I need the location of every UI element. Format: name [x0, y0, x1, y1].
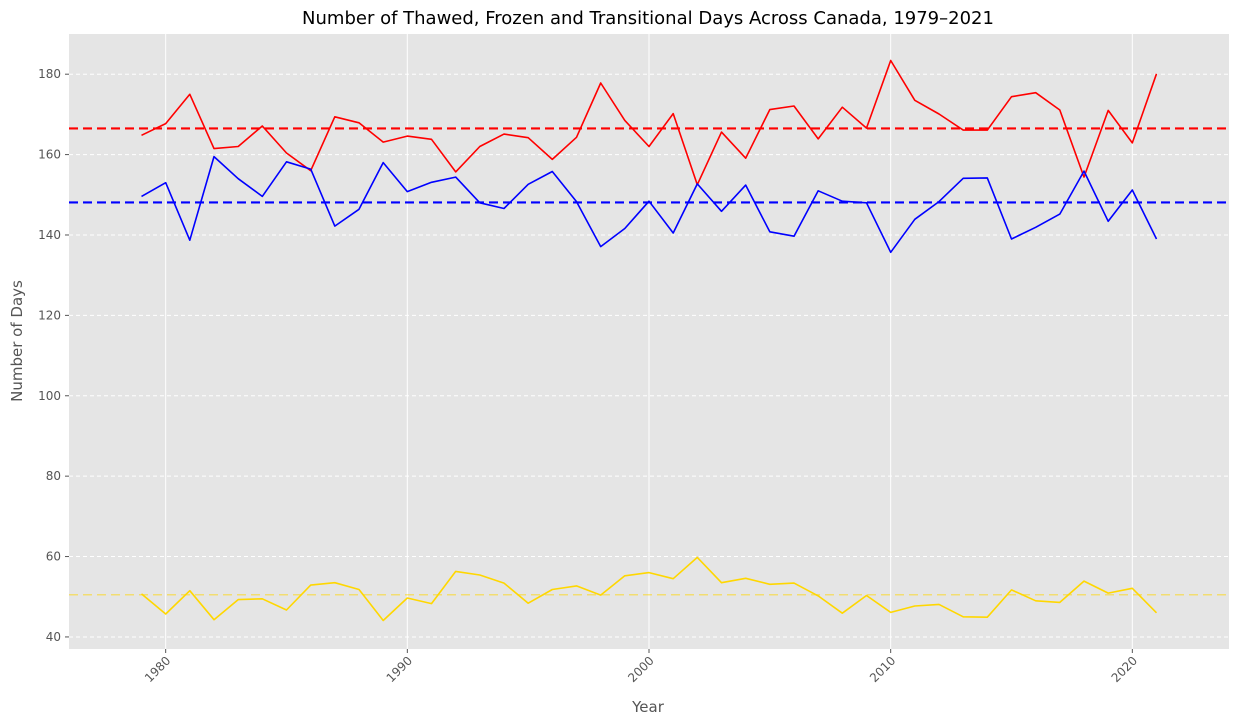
- x-ticks: 1980 1990 2000 2010 2020: [142, 649, 1140, 685]
- y-tick-label: 80: [46, 469, 61, 483]
- x-tick-label: 1980: [142, 654, 173, 685]
- x-tick-label: 2020: [1109, 654, 1140, 685]
- x-tick-label: 1990: [384, 654, 415, 685]
- x-axis-label: Year: [631, 698, 665, 716]
- y-ticks: 40 60 80 100 120 140 160 180: [38, 67, 69, 644]
- y-tick-label: 140: [38, 228, 61, 242]
- series-lines: [140, 59, 1158, 622]
- y-tick-label: 100: [38, 389, 61, 403]
- y-tick-label: 60: [46, 550, 61, 564]
- grid: [69, 34, 1229, 649]
- y-tick-label: 180: [38, 67, 61, 81]
- series-line: [141, 155, 1158, 254]
- y-tick-label: 40: [46, 630, 61, 644]
- y-tick-label: 160: [38, 148, 61, 162]
- series-line: [140, 556, 1158, 622]
- x-tick-label: 2010: [867, 654, 898, 685]
- y-axis-label: Number of Days: [8, 280, 26, 402]
- chart-title: Number of Thawed, Frozen and Transitiona…: [302, 8, 994, 29]
- x-tick-label: 2000: [625, 654, 656, 685]
- y-tick-label: 120: [38, 308, 61, 322]
